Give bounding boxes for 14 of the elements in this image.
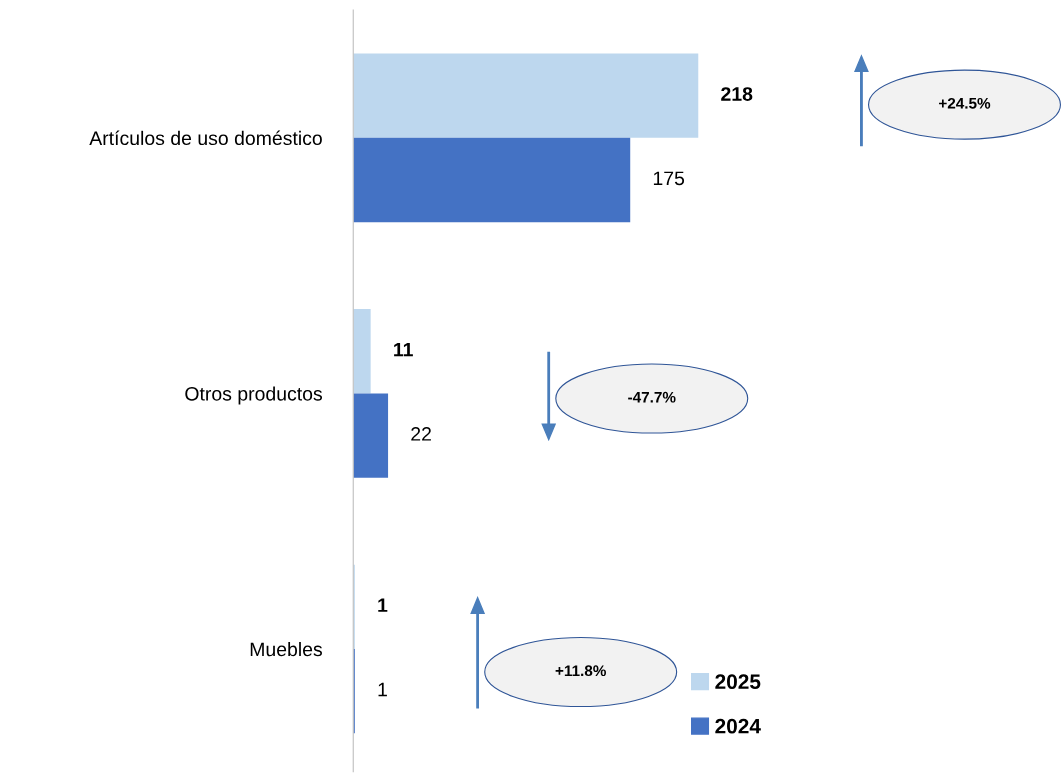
y-tick-label: Artículos de uso doméstico [89,130,322,146]
text: +24.5% [939,97,991,109]
legend-label: 2024 [715,718,761,734]
legend-label: 2025 [715,674,761,690]
data-label: 1 [378,682,387,697]
data-label: 22 [411,427,431,441]
data-label: 175 [653,171,685,186]
y-tick-label: Otros productos [185,386,322,405]
data-label: 11 [394,342,413,357]
annotation: +11.8% [555,665,606,677]
annotation: -47.7% [628,391,676,403]
data-label: 1 [378,598,388,612]
data-label: 218 [721,87,753,101]
y-tick-label: Muebles [250,641,322,657]
